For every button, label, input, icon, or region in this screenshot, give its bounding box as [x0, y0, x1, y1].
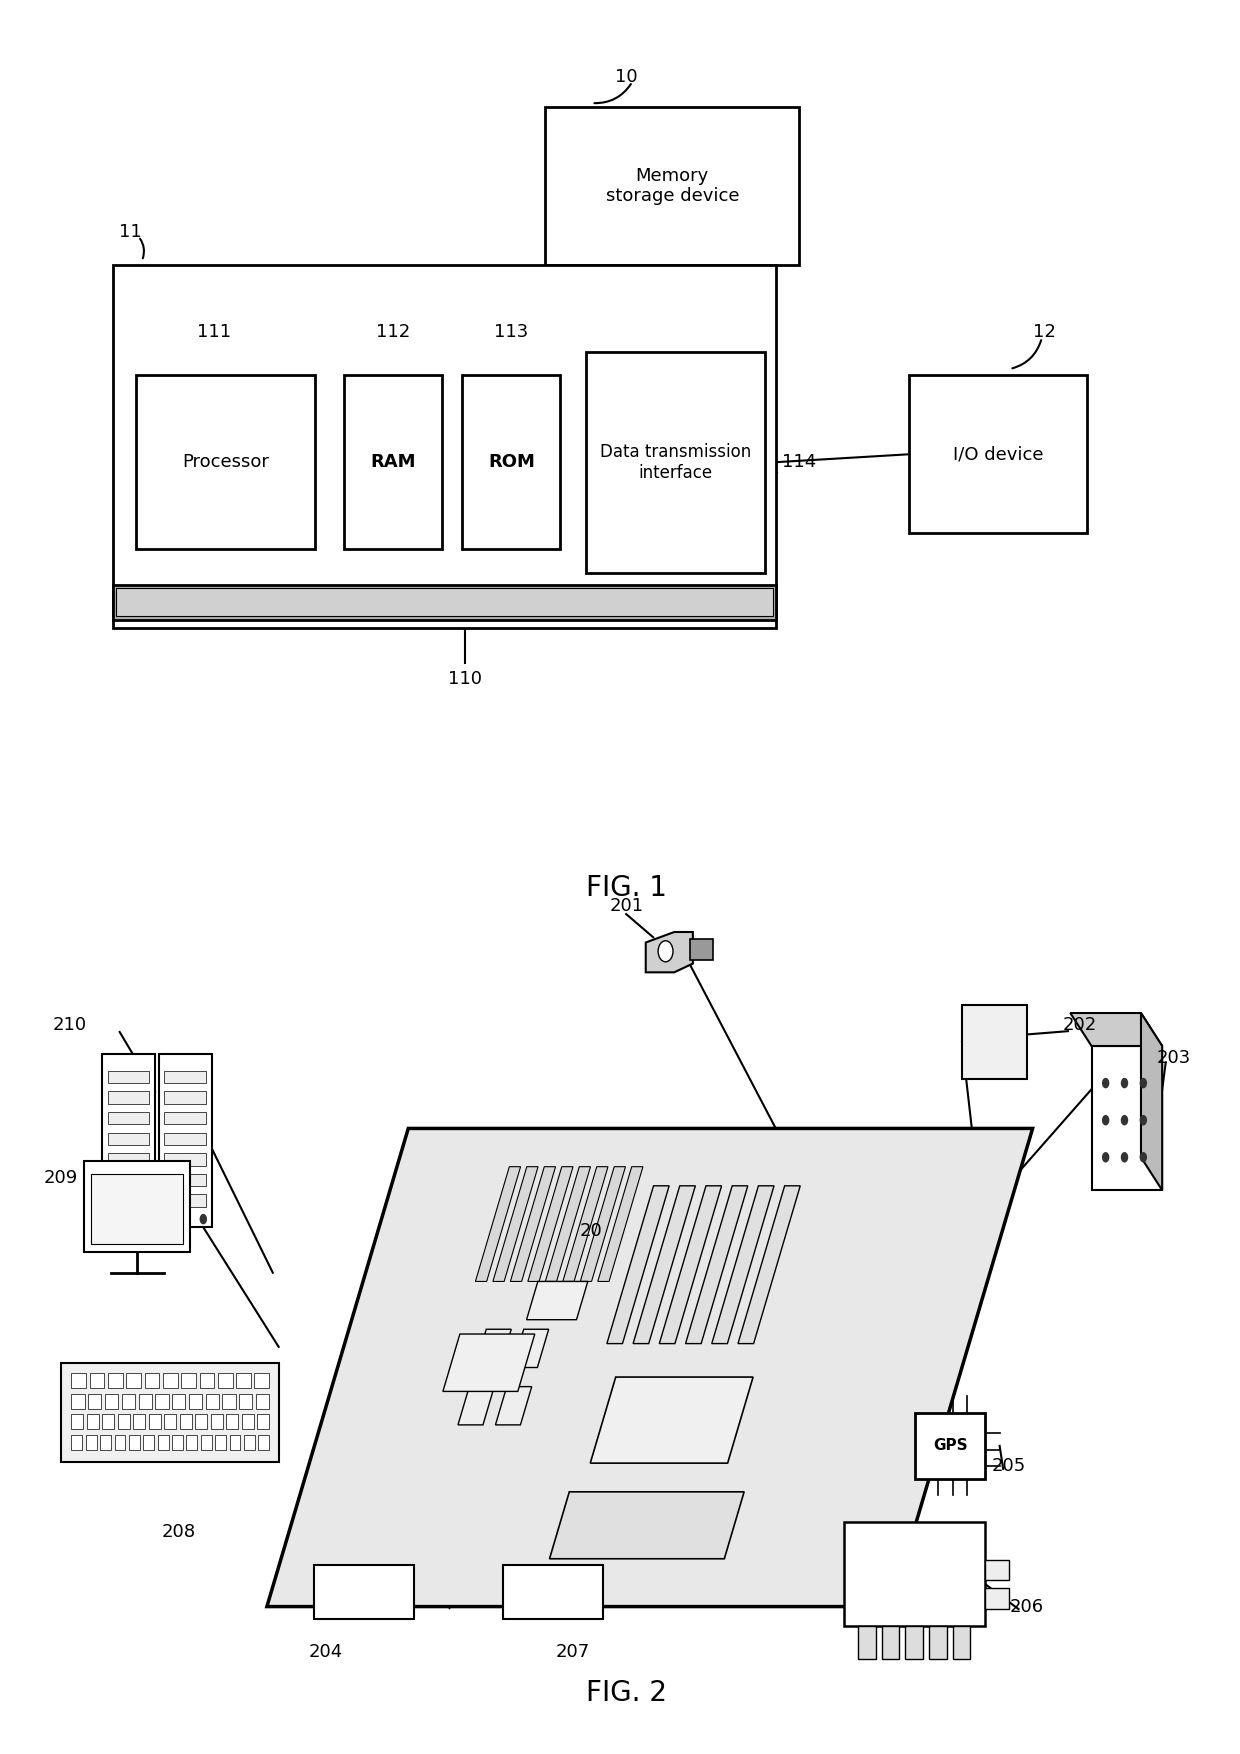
Text: 113: 113: [495, 323, 528, 340]
Text: ROM: ROM: [489, 453, 534, 472]
Text: 202: 202: [1063, 1016, 1097, 1035]
Text: 201: 201: [609, 896, 644, 916]
Text: FIG. 1: FIG. 1: [585, 875, 667, 902]
Text: 12: 12: [1033, 323, 1055, 340]
Text: 114: 114: [782, 453, 816, 472]
Text: 210: 210: [53, 1016, 87, 1035]
Text: 11: 11: [119, 223, 141, 240]
Text: RAM: RAM: [370, 453, 415, 472]
Text: 10: 10: [615, 68, 637, 86]
Text: 209: 209: [43, 1168, 78, 1187]
Text: Processor: Processor: [182, 453, 269, 472]
Text: FIG. 2: FIG. 2: [585, 1679, 667, 1707]
Text: 20: 20: [579, 1223, 603, 1240]
Text: 112: 112: [376, 323, 409, 340]
Text: 204: 204: [309, 1643, 343, 1661]
Text: GPS: GPS: [932, 1438, 967, 1454]
Text: 111: 111: [197, 323, 231, 340]
Text: Data transmission
interface: Data transmission interface: [600, 442, 751, 482]
Text: 207: 207: [556, 1643, 590, 1661]
Text: 205: 205: [992, 1458, 1027, 1475]
Text: Memory
storage device: Memory storage device: [605, 167, 739, 205]
Text: 110: 110: [448, 670, 482, 688]
Text: 203: 203: [1157, 1049, 1192, 1068]
Text: I/O device: I/O device: [952, 446, 1043, 463]
Text: 206: 206: [1009, 1598, 1044, 1615]
Text: 208: 208: [161, 1524, 196, 1542]
